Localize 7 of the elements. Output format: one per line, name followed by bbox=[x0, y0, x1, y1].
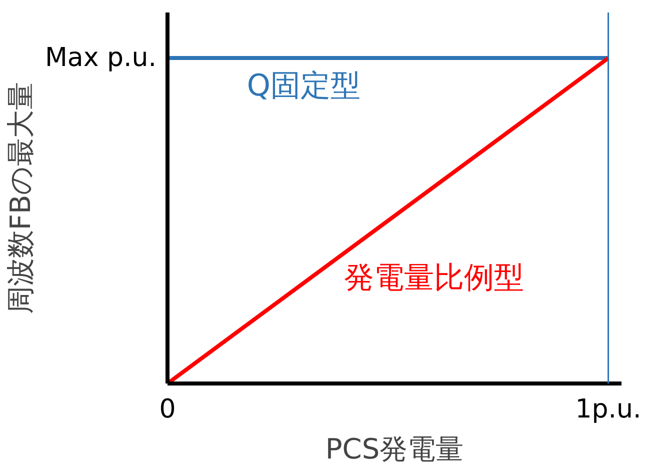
series-label: 発電量比例型 bbox=[344, 260, 524, 296]
x-tick-label: 0 bbox=[159, 394, 176, 424]
x-tick-label: 1p.u. bbox=[575, 394, 642, 424]
series-label: Q固定型 bbox=[246, 68, 360, 104]
y-axis-title: 周波数FBの最大量 bbox=[4, 82, 37, 314]
x-axis-title: PCS発電量 bbox=[325, 432, 464, 466]
text: Max p.u. bbox=[44, 43, 157, 74]
